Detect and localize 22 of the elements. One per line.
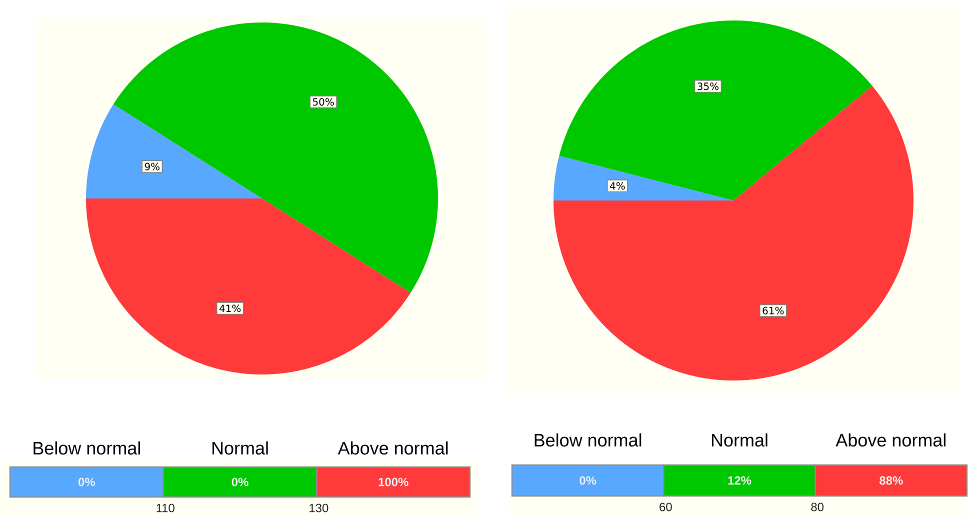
data-label: 100% [378,478,408,486]
data-label: 0% [580,476,596,485]
text: 110 [156,504,174,512]
data-label: 12% [728,476,752,485]
data-label: 41% [219,304,241,312]
data-label: 0% [232,478,248,486]
category-label: Normal [712,433,768,447]
category-label: Below normal [534,433,642,447]
category-label: Above normal [338,441,448,455]
data-label: 0% [78,478,96,486]
text: 80 [811,502,824,512]
data-label: 61% [762,306,784,314]
data-label: 4% [610,182,625,190]
category-label: Below normal [34,441,140,455]
text: 130 [310,504,328,512]
data-label: 35% [698,82,719,90]
category-label: Above normal [836,433,946,447]
data-label: 88% [880,476,903,485]
data-label: 50% [312,98,334,106]
text: 60 [660,502,672,512]
category-label: Normal [212,441,268,455]
data-label: 9% [144,162,160,170]
